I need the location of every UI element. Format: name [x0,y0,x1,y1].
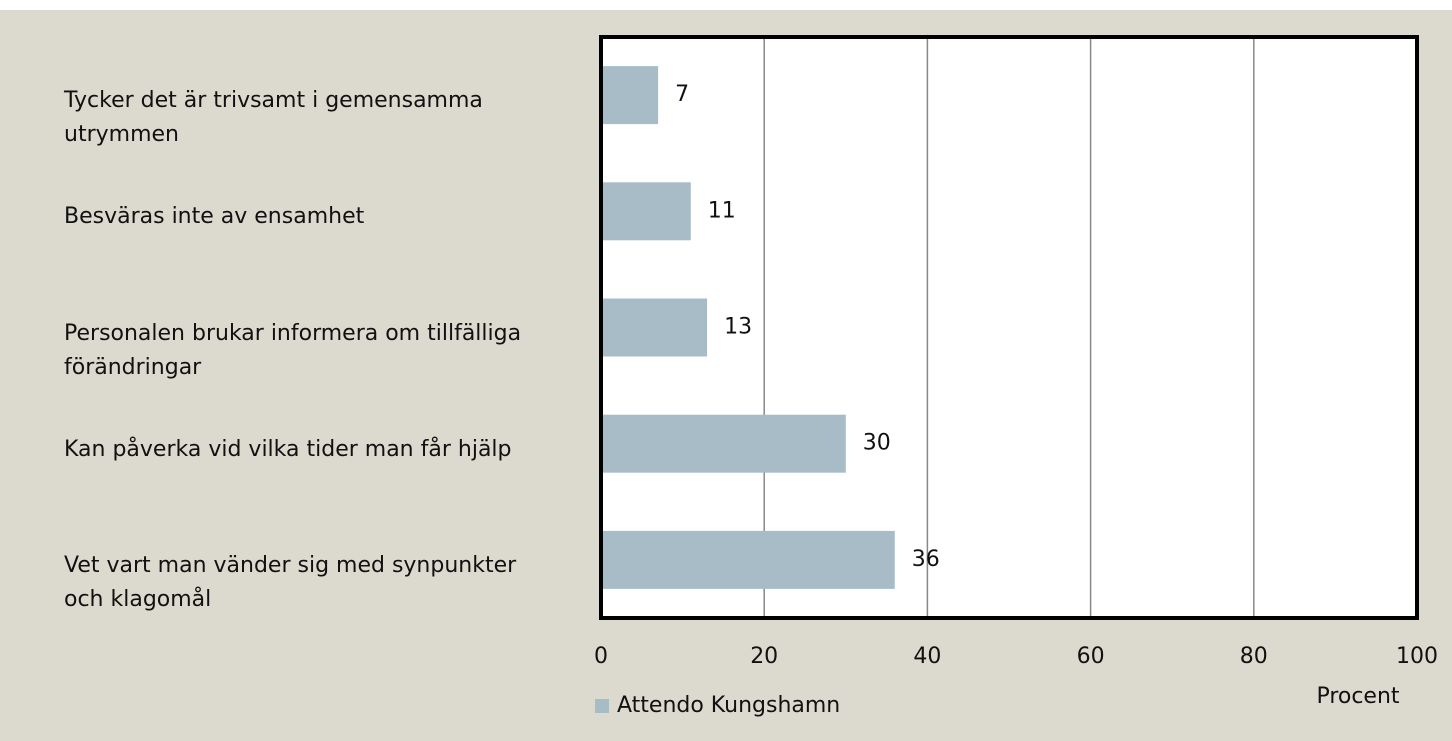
x-tick-label: 80 [1240,644,1268,669]
bar [601,414,846,473]
data-label: 11 [708,198,736,223]
x-tick-label: 60 [1077,644,1105,669]
data-label: 36 [912,547,940,572]
bar [601,182,691,241]
x-tick-label: 100 [1396,644,1438,669]
category-label: Besväras inte av ensamhet [64,204,365,230]
category-label: Kan påverka vid vilka tider man får hjäl… [64,436,512,462]
bar [601,298,708,357]
category-label: Tycker det är trivsamt i gemensamma utry… [64,88,483,148]
plot-border [599,35,1419,620]
data-label: 13 [724,315,752,340]
x-tick-label: 0 [594,644,608,669]
legend-swatch [595,699,609,713]
legend-label: Attendo Kungshamn [617,693,840,718]
bar [601,530,895,589]
bar [601,66,659,125]
category-label: Vet vart man vänder sig med synpunkter o… [64,552,517,612]
x-tick-label: 20 [750,644,778,669]
data-label: 7 [675,82,689,107]
x-axis-label: Procent [1316,684,1399,709]
plot-area [601,37,1417,618]
x-tick-label: 40 [913,644,941,669]
category-label: Personalen brukar informera om tillfälli… [64,320,522,380]
data-label: 30 [863,431,891,456]
